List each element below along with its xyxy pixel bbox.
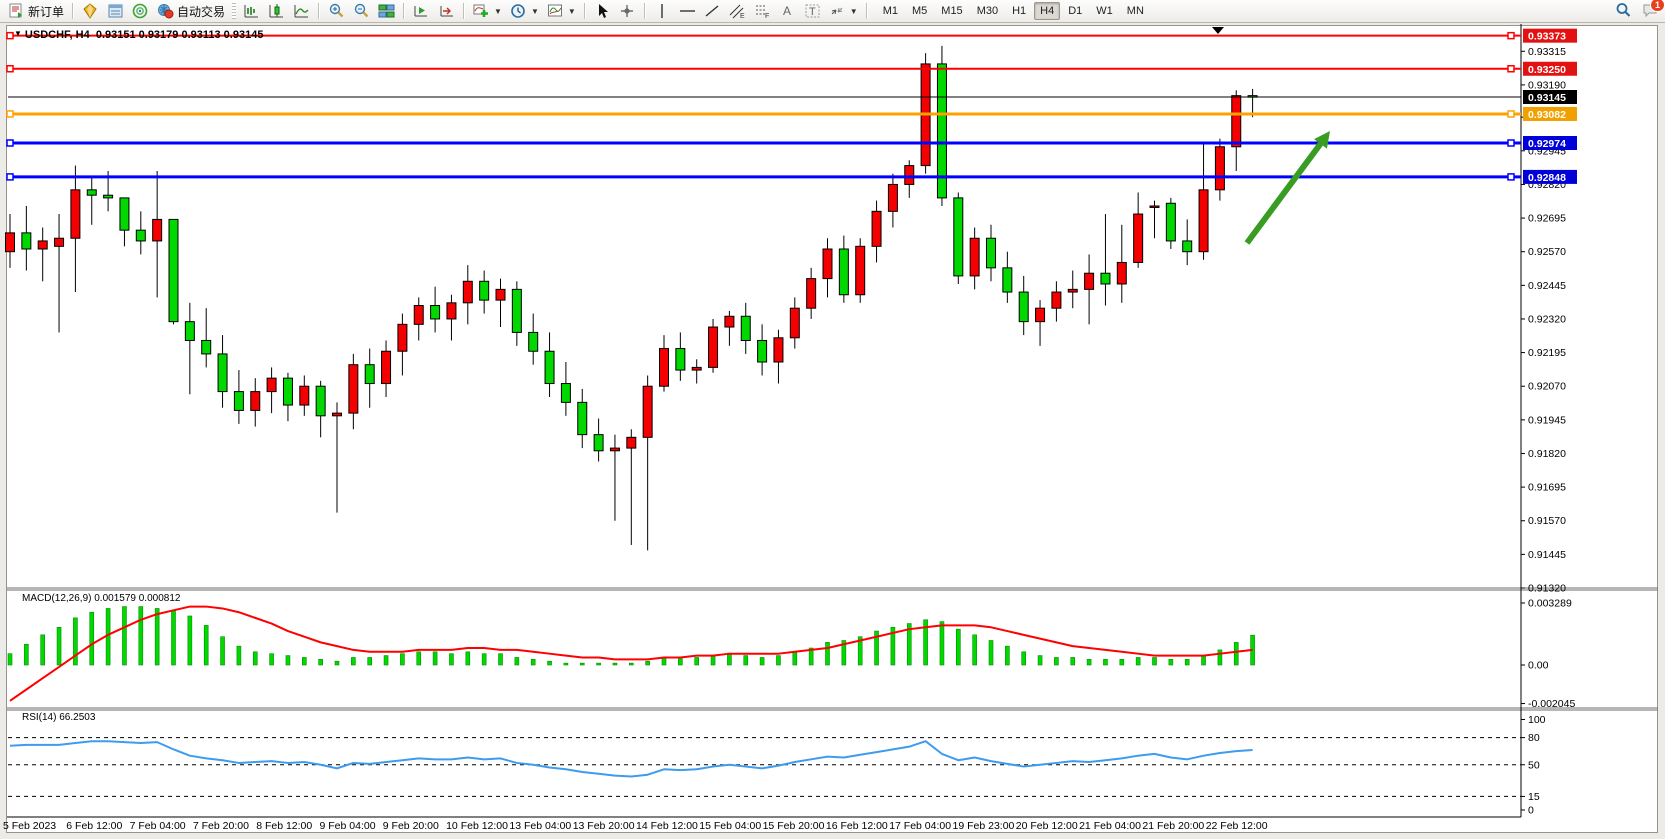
auto-trading-button[interactable]: 自动交易	[153, 1, 229, 21]
dropdown-caret: ▼	[567, 6, 576, 16]
shapes-icon	[831, 7, 843, 15]
timeframe-button-MN[interactable]: MN	[1126, 5, 1144, 17]
auto-scroll-icon	[414, 6, 428, 17]
chart-shift-button[interactable]	[434, 1, 459, 21]
timeframe-button-D1[interactable]: D1	[1068, 5, 1083, 17]
timeframe-button-H1[interactable]: H1	[1012, 5, 1027, 17]
divider	[403, 3, 406, 19]
timeframe-button-H4[interactable]: H4	[1034, 2, 1061, 20]
divider	[865, 3, 868, 19]
chart-shift-icon	[440, 6, 454, 17]
bar-chart-icon	[244, 5, 259, 18]
crosshair-icon	[620, 5, 633, 17]
divider	[463, 3, 466, 19]
rsi-indicator-label: RSI(14) 66.2503	[22, 712, 96, 723]
clock-icon	[511, 4, 525, 18]
zoom-out-button[interactable]	[349, 1, 374, 21]
chart-window[interactable]	[6, 25, 1658, 833]
svg-text:T: T	[809, 6, 816, 18]
divider	[72, 3, 75, 19]
trendline-tool[interactable]	[700, 1, 725, 21]
vertical-line-tool[interactable]	[650, 1, 675, 21]
data-window-icon	[108, 4, 123, 18]
dropdown-caret: ▼	[530, 6, 539, 16]
zoom-out-icon	[354, 3, 369, 18]
vertical-line-icon	[661, 4, 663, 18]
signal-icon	[132, 3, 148, 19]
auto-scroll-button[interactable]	[409, 1, 434, 21]
svg-text:E: E	[740, 13, 745, 19]
zoom-in-icon	[329, 3, 344, 18]
timeframe-button-M5[interactable]: M5	[912, 5, 928, 17]
chart-menu-caret[interactable]: ▼	[14, 29, 22, 38]
data-window-button[interactable]	[103, 1, 128, 21]
text-icon: A	[783, 4, 791, 18]
indicators-icon	[473, 4, 489, 17]
notifications-button[interactable]: 1	[1642, 0, 1665, 23]
crosshair-tool-button[interactable]	[615, 1, 640, 21]
toolbar-grip	[232, 3, 237, 19]
indicators-button[interactable]: ▼	[469, 1, 506, 21]
horizontal-line-icon	[679, 10, 695, 12]
shapes-tool[interactable]: ▼	[825, 1, 862, 21]
label-tool[interactable]: T	[800, 1, 825, 21]
macd-indicator-label: MACD(12,26,9) 0.001579 0.000812	[22, 593, 181, 604]
search-icon	[1616, 3, 1631, 17]
trendline-icon	[705, 5, 719, 17]
horizontal-line-tool[interactable]	[675, 1, 700, 21]
channel-icon: E	[729, 4, 745, 19]
periods-button[interactable]: ▼	[506, 1, 543, 21]
new-order-button[interactable]: 新订单	[4, 1, 68, 21]
label-icon: T	[805, 4, 820, 18]
templates-button[interactable]: ▼	[543, 1, 580, 21]
notification-badge: 1	[1649, 0, 1665, 12]
line-chart-icon	[294, 5, 309, 18]
equidistant-channel-tool[interactable]: E	[725, 1, 750, 21]
auto-trading-icon	[158, 4, 174, 19]
timeframe-toolbar: M1 M5 M15 M30 H1 H4 D1 W1 MN	[876, 2, 1151, 20]
gem-icon	[83, 3, 97, 19]
svg-text:A: A	[783, 4, 791, 18]
chart-title: ▼ USDCHF, H4 0.93151 0.93179 0.93113 0.93…	[14, 29, 263, 41]
zoom-in-button[interactable]	[324, 1, 349, 21]
divider	[318, 3, 321, 19]
cursor-icon	[598, 4, 608, 18]
svg-text:F: F	[765, 13, 769, 19]
text-tool[interactable]: A	[775, 1, 800, 21]
new-order-icon	[9, 3, 22, 18]
new-order-label: 新订单	[28, 4, 65, 19]
line-chart-mode-button[interactable]	[289, 1, 314, 21]
auto-trading-label: 自动交易	[177, 4, 226, 19]
candlestick-mode-button[interactable]	[264, 1, 289, 21]
timeframe-button-M15[interactable]: M15	[941, 5, 963, 17]
search-button[interactable]	[1615, 2, 1632, 23]
dropdown-caret: ▼	[849, 6, 858, 16]
dropdown-caret: ▼	[494, 6, 502, 16]
timeframe-button-M1[interactable]: M1	[882, 5, 898, 17]
bar-chart-mode-button[interactable]	[239, 1, 264, 21]
main-toolbar: 新订单 自动交易	[0, 0, 1665, 23]
divider	[583, 3, 586, 19]
market-watch-button[interactable]	[78, 1, 103, 21]
chart-title-text: USDCHF, H4 0.93151 0.93179 0.93113 0.931…	[24, 29, 264, 41]
timeframe-button-M30[interactable]: M30	[976, 5, 999, 17]
signals-button[interactable]	[128, 1, 153, 21]
templates-icon	[547, 4, 562, 17]
candlestick-icon	[269, 4, 284, 18]
divider	[643, 3, 646, 19]
cursor-tool-button[interactable]	[590, 1, 615, 21]
tile-windows-icon	[378, 4, 395, 18]
timeframe-button-W1[interactable]: W1	[1096, 5, 1113, 17]
tile-windows-button[interactable]	[374, 1, 399, 21]
fibonacci-icon: F	[755, 5, 769, 19]
fibonacci-tool[interactable]: F	[750, 1, 775, 21]
